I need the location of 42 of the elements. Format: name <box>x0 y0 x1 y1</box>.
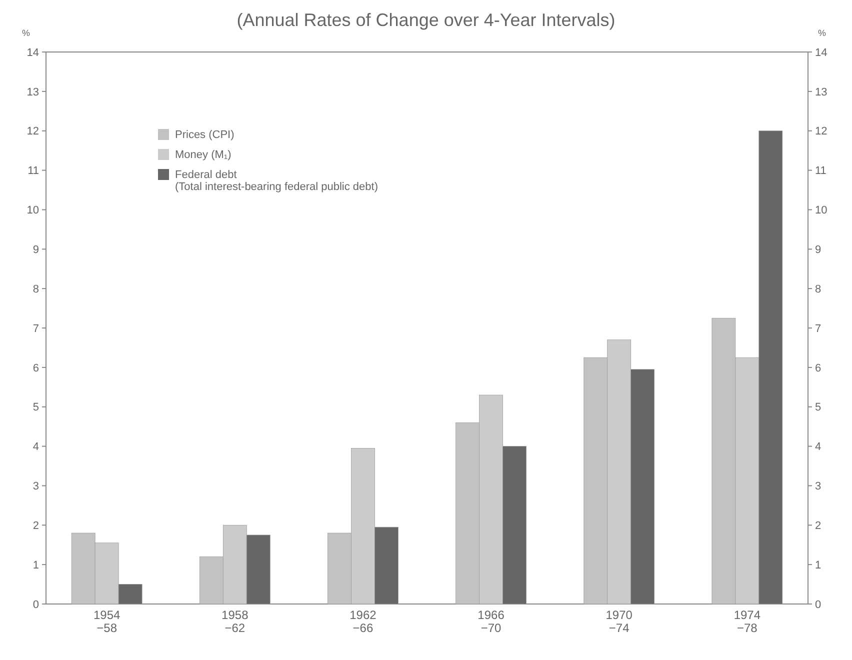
x-tick-label: 1970 −74 <box>606 608 633 635</box>
y2-tick-label: 0 <box>815 598 822 611</box>
y2-tick-label: 14 <box>815 46 828 59</box>
y2-tick-label: 1 <box>815 559 822 572</box>
x-tick-label: 1974 −78 <box>734 608 761 635</box>
legend-label: Prices (CPI) <box>175 129 234 141</box>
y2-tick-label: 6 <box>815 362 822 374</box>
y2-tick-label: 8 <box>815 283 822 296</box>
y-tick-label: 12 <box>26 126 39 138</box>
y2-tick-label: 5 <box>815 402 822 414</box>
y2-axis-title: % <box>818 28 826 38</box>
y-tick-label: 9 <box>32 244 39 256</box>
legend-label: Money (M₁) <box>175 149 232 161</box>
y-tick-label: 0 <box>32 598 39 611</box>
y2-tick-label: 4 <box>815 441 822 454</box>
y2-tick-label: 3 <box>815 480 822 493</box>
x-tick-label: 1966 −70 <box>478 608 505 635</box>
y-tick-label: 6 <box>32 362 39 374</box>
y-tick-label: 1 <box>32 559 39 572</box>
y2-tick-label: 2 <box>815 520 822 532</box>
y2-tick-label: 13 <box>815 86 828 98</box>
x-tick-label: 1954 −58 <box>93 608 120 635</box>
y-axis-title: % <box>22 28 30 38</box>
y-tick-label: 3 <box>32 480 39 493</box>
x-tick-label: 1958 −62 <box>222 608 249 635</box>
y-tick-label: 13 <box>26 86 39 98</box>
y-tick-label: 7 <box>32 322 39 335</box>
y-tick-label: 10 <box>26 204 39 217</box>
y2-tick-label: 7 <box>815 322 822 335</box>
y-tick-label: 14 <box>26 46 39 59</box>
y-tick-label: 8 <box>32 283 39 296</box>
y-tick-label: 5 <box>32 402 39 414</box>
y2-tick-label: 11 <box>815 165 826 178</box>
x-tick-label: 1962 −66 <box>350 608 377 635</box>
y2-tick-label: 12 <box>815 126 828 138</box>
chart-title: (Annual Rates of Change over 4-Year Intervals) <box>236 10 616 30</box>
y-tick-label: 2 <box>32 520 39 532</box>
y2-tick-label: 9 <box>815 244 822 256</box>
y-tick-label: 11 <box>28 165 39 178</box>
legend-label: Federal debt (Total interest-bearing federal public debt) <box>175 169 378 193</box>
y-tick-label: 4 <box>32 441 39 454</box>
y2-tick-label: 10 <box>815 204 828 217</box>
